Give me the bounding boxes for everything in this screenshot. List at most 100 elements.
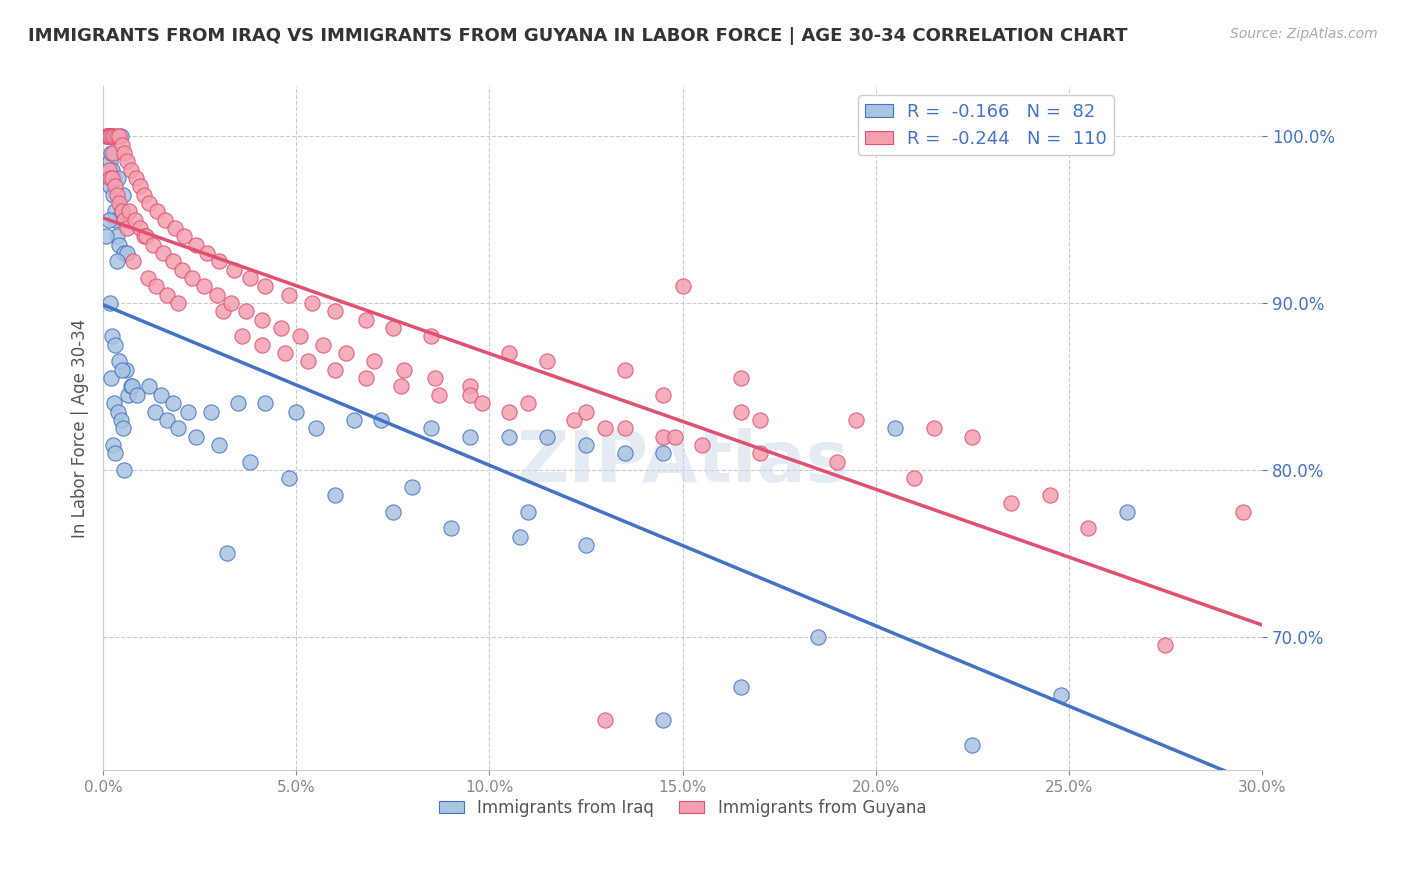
Point <box>498 346 520 360</box>
Point <box>132 187 155 202</box>
Point <box>884 421 907 435</box>
Point <box>807 630 830 644</box>
Point <box>231 329 253 343</box>
Point <box>228 396 250 410</box>
Point <box>389 379 412 393</box>
Point <box>138 379 160 393</box>
Point <box>98 129 121 144</box>
Point <box>381 321 404 335</box>
Point <box>156 287 179 301</box>
Point <box>112 146 135 161</box>
Point <box>962 738 984 752</box>
Point <box>173 229 195 244</box>
Point <box>98 296 121 310</box>
Point <box>100 329 122 343</box>
Point <box>652 429 675 443</box>
Point <box>127 388 149 402</box>
Point <box>101 187 124 202</box>
Point <box>304 421 326 435</box>
Point <box>730 680 752 694</box>
Point <box>748 413 770 427</box>
Point <box>114 363 136 377</box>
Point <box>219 296 242 310</box>
Point <box>564 413 586 427</box>
Point <box>118 204 141 219</box>
Point <box>150 388 173 402</box>
Point <box>575 438 598 452</box>
Point <box>125 171 148 186</box>
Point <box>107 404 129 418</box>
Point <box>215 546 238 560</box>
Point <box>172 262 194 277</box>
Point <box>652 388 675 402</box>
Point <box>730 404 752 418</box>
Point <box>288 329 311 343</box>
Point <box>250 313 273 327</box>
Point <box>117 388 139 402</box>
Point <box>1154 638 1177 652</box>
Point <box>111 204 134 219</box>
Point <box>98 154 121 169</box>
Point <box>471 396 494 410</box>
Point <box>312 338 335 352</box>
Point <box>167 296 190 310</box>
Point <box>105 129 128 144</box>
Point <box>96 129 118 144</box>
Point <box>108 237 131 252</box>
Text: ZIPAtlas: ZIPAtlas <box>516 428 849 497</box>
Point <box>354 371 377 385</box>
Point <box>97 129 120 144</box>
Point <box>115 154 138 169</box>
Legend: Immigrants from Iraq, Immigrants from Guyana: Immigrants from Iraq, Immigrants from Gu… <box>433 792 932 823</box>
Point <box>690 438 713 452</box>
Point <box>427 388 450 402</box>
Point <box>108 354 131 368</box>
Point <box>97 162 120 177</box>
Point <box>1050 688 1073 702</box>
Point <box>128 221 150 235</box>
Point <box>420 421 443 435</box>
Point <box>105 187 128 202</box>
Point <box>498 429 520 443</box>
Point <box>235 304 257 318</box>
Point <box>112 187 135 202</box>
Point <box>120 379 142 393</box>
Point <box>110 129 132 144</box>
Text: IMMIGRANTS FROM IRAQ VS IMMIGRANTS FROM GUYANA IN LABOR FORCE | AGE 30-34 CORREL: IMMIGRANTS FROM IRAQ VS IMMIGRANTS FROM … <box>28 27 1128 45</box>
Point <box>100 171 122 186</box>
Point <box>115 246 138 260</box>
Point <box>250 338 273 352</box>
Point <box>425 371 447 385</box>
Point <box>458 379 481 393</box>
Point <box>825 454 848 468</box>
Point <box>394 363 416 377</box>
Point <box>440 521 463 535</box>
Point <box>1077 521 1099 535</box>
Point <box>277 471 299 485</box>
Point <box>301 296 323 310</box>
Point <box>110 413 132 427</box>
Point <box>136 271 159 285</box>
Point <box>104 179 127 194</box>
Point <box>122 254 145 268</box>
Point <box>458 388 481 402</box>
Point <box>105 254 128 268</box>
Text: Source: ZipAtlas.com: Source: ZipAtlas.com <box>1230 27 1378 41</box>
Point <box>103 129 125 144</box>
Point <box>517 504 540 518</box>
Point <box>595 421 617 435</box>
Point <box>96 129 118 144</box>
Point <box>146 204 169 219</box>
Point <box>1038 488 1060 502</box>
Point <box>671 279 693 293</box>
Point <box>613 421 636 435</box>
Point <box>363 354 385 368</box>
Point <box>97 129 120 144</box>
Point <box>162 254 184 268</box>
Point <box>297 354 319 368</box>
Point <box>193 279 215 293</box>
Point <box>177 404 200 418</box>
Point <box>112 421 135 435</box>
Point <box>96 229 118 244</box>
Point <box>197 246 219 260</box>
